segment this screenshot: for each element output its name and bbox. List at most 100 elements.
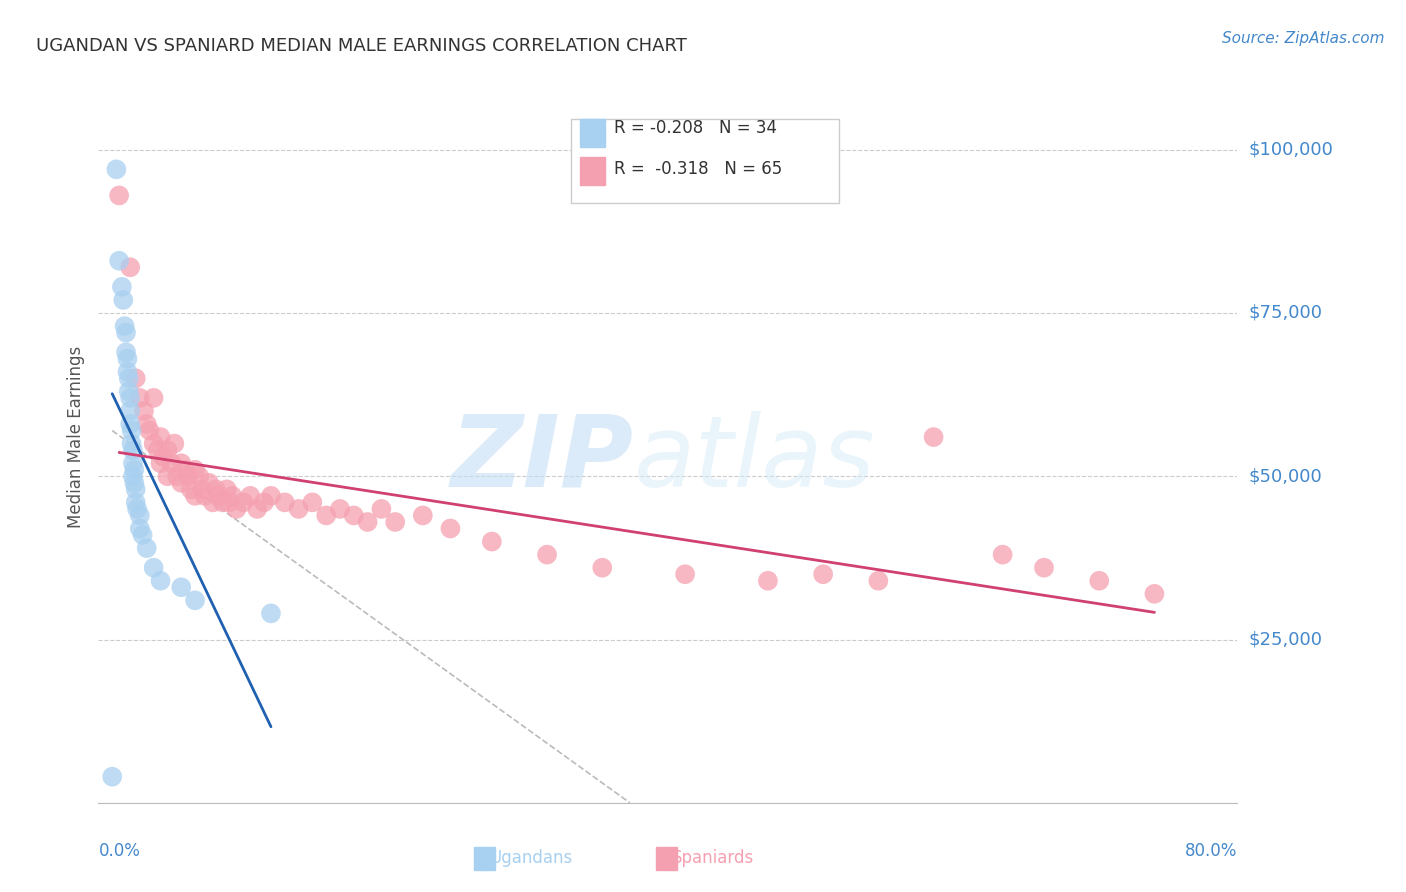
- Point: [204, 483, 226, 497]
- Point: [370, 502, 392, 516]
- Point: [287, 502, 309, 516]
- Point: [149, 456, 172, 470]
- Text: R = -0.208   N = 34: R = -0.208 N = 34: [614, 119, 778, 136]
- Point: [170, 580, 193, 594]
- Point: [1143, 587, 1166, 601]
- Point: [207, 489, 229, 503]
- Point: [149, 430, 172, 444]
- Point: [184, 463, 207, 477]
- Point: [146, 443, 169, 458]
- Point: [128, 391, 150, 405]
- Text: $25,000: $25,000: [1249, 631, 1323, 648]
- Point: [536, 548, 558, 562]
- FancyBboxPatch shape: [571, 119, 839, 203]
- Point: [315, 508, 337, 523]
- Point: [117, 351, 139, 366]
- Point: [124, 463, 146, 477]
- Point: [128, 521, 150, 535]
- Point: [101, 770, 124, 784]
- Bar: [474, 847, 495, 870]
- Text: Spaniards: Spaniards: [672, 848, 755, 867]
- Point: [384, 515, 406, 529]
- Point: [1088, 574, 1111, 588]
- Point: [673, 567, 696, 582]
- Point: [218, 495, 240, 509]
- Point: [225, 502, 247, 516]
- Bar: [657, 847, 676, 870]
- Point: [215, 483, 238, 497]
- Point: [120, 404, 142, 418]
- Point: [239, 489, 262, 503]
- Point: [160, 456, 183, 470]
- Point: [868, 574, 890, 588]
- Point: [117, 365, 139, 379]
- Point: [356, 515, 378, 529]
- Point: [922, 430, 945, 444]
- Point: [439, 521, 461, 535]
- Text: R =  -0.318   N = 65: R = -0.318 N = 65: [614, 160, 783, 178]
- Point: [301, 495, 323, 509]
- Point: [131, 528, 153, 542]
- Point: [232, 495, 254, 509]
- Point: [135, 541, 157, 555]
- Point: [246, 502, 269, 516]
- Point: [120, 417, 142, 431]
- Point: [125, 483, 148, 497]
- Point: [125, 371, 148, 385]
- Point: [115, 345, 138, 359]
- Point: [142, 391, 165, 405]
- Point: [188, 469, 211, 483]
- Point: [260, 489, 283, 503]
- Point: [128, 508, 150, 523]
- Point: [108, 253, 131, 268]
- Point: [125, 495, 148, 509]
- Point: [166, 469, 188, 483]
- Point: [184, 489, 207, 503]
- Point: [329, 502, 352, 516]
- Point: [412, 508, 434, 523]
- Point: [121, 436, 143, 450]
- Point: [174, 463, 197, 477]
- Point: [156, 469, 179, 483]
- Text: Source: ZipAtlas.com: Source: ZipAtlas.com: [1222, 31, 1385, 46]
- Point: [170, 456, 193, 470]
- Point: [132, 404, 155, 418]
- Point: [149, 574, 172, 588]
- Point: [142, 436, 165, 450]
- Point: [115, 326, 138, 340]
- Point: [112, 293, 135, 307]
- Point: [756, 574, 779, 588]
- Text: atlas: atlas: [634, 410, 876, 508]
- Bar: [581, 157, 605, 185]
- Point: [152, 450, 174, 464]
- Point: [122, 469, 145, 483]
- Point: [121, 424, 143, 438]
- Point: [124, 475, 146, 490]
- Point: [991, 548, 1014, 562]
- Point: [221, 489, 243, 503]
- Y-axis label: Median Male Earnings: Median Male Earnings: [66, 346, 84, 528]
- Point: [125, 502, 148, 516]
- Point: [120, 391, 142, 405]
- Point: [481, 534, 503, 549]
- Text: Ugandans: Ugandans: [489, 848, 572, 867]
- Point: [211, 495, 233, 509]
- Text: UGANDAN VS SPANIARD MEDIAN MALE EARNINGS CORRELATION CHART: UGANDAN VS SPANIARD MEDIAN MALE EARNINGS…: [35, 37, 686, 54]
- Point: [811, 567, 834, 582]
- Point: [135, 417, 157, 431]
- Point: [591, 560, 613, 574]
- Point: [142, 560, 165, 574]
- Point: [120, 260, 142, 275]
- Point: [260, 607, 283, 621]
- Point: [118, 384, 141, 399]
- Point: [180, 483, 202, 497]
- Point: [253, 495, 276, 509]
- Point: [111, 280, 134, 294]
- Point: [122, 456, 145, 470]
- Text: 80.0%: 80.0%: [1185, 842, 1237, 860]
- Point: [122, 443, 145, 458]
- Point: [114, 319, 136, 334]
- Point: [156, 443, 179, 458]
- Point: [1033, 560, 1056, 574]
- Text: $100,000: $100,000: [1249, 141, 1333, 159]
